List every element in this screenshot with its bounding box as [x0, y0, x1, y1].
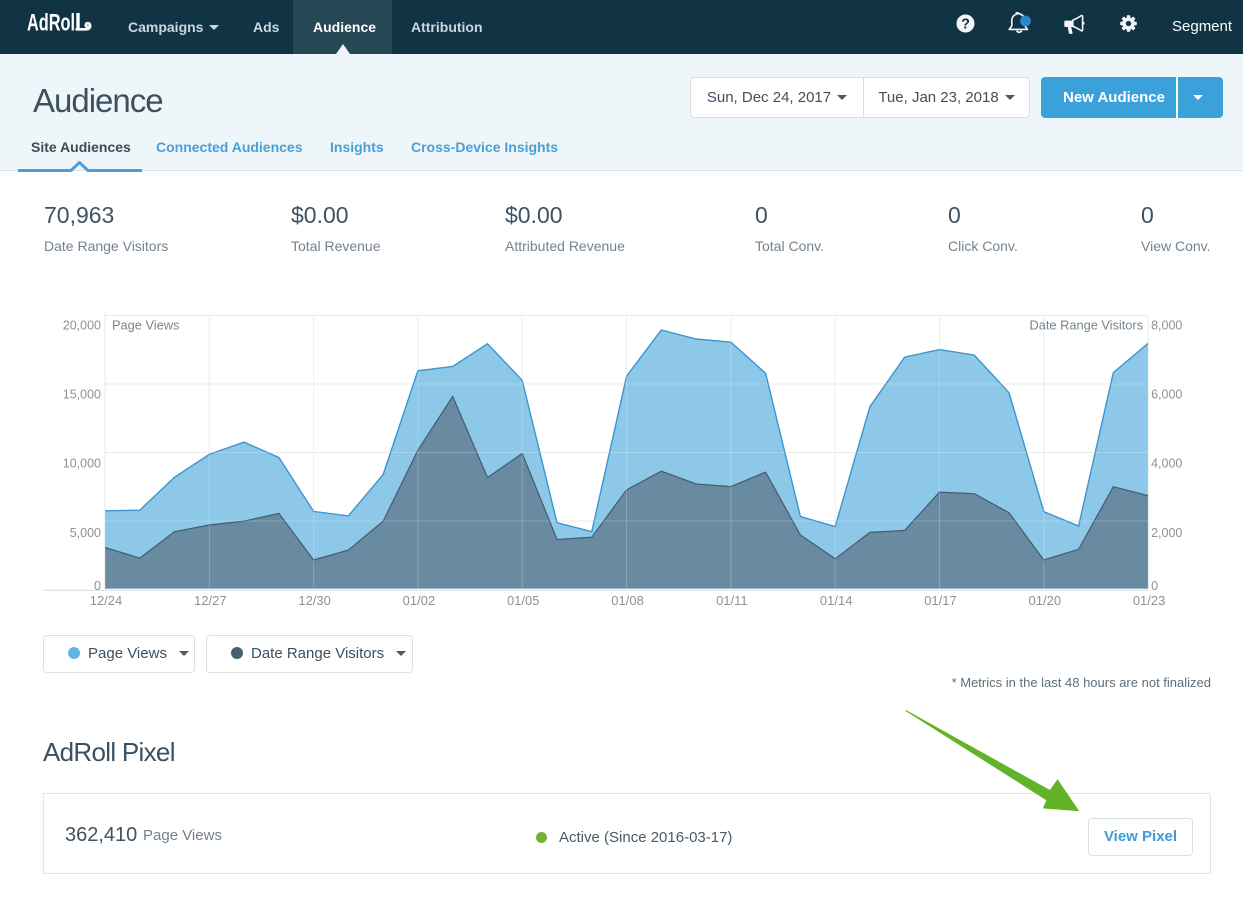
svg-text:01/11: 01/11	[716, 593, 748, 608]
svg-text:6,000: 6,000	[1151, 387, 1182, 401]
svg-text:2,000: 2,000	[1151, 526, 1182, 540]
svg-text:20,000: 20,000	[63, 318, 101, 332]
svg-text:15,000: 15,000	[63, 387, 101, 401]
svg-text:12/30: 12/30	[298, 593, 331, 608]
svg-text:12/27: 12/27	[194, 593, 227, 608]
svg-text:0: 0	[1151, 579, 1158, 593]
svg-text:5,000: 5,000	[70, 526, 101, 540]
svg-text:01/02: 01/02	[403, 593, 436, 608]
svg-text:01/14: 01/14	[820, 593, 853, 608]
svg-text:4,000: 4,000	[1151, 456, 1182, 470]
svg-text:01/23: 01/23	[1133, 593, 1166, 608]
svg-text:AdRol: AdRol	[27, 10, 75, 37]
svg-text:8,000: 8,000	[1151, 318, 1182, 332]
svg-text:01/20: 01/20	[1029, 593, 1062, 608]
svg-text:01/05: 01/05	[507, 593, 540, 608]
svg-text:Page Views: Page Views	[112, 318, 179, 333]
svg-text:Date Range Visitors: Date Range Visitors	[1030, 318, 1144, 333]
svg-text:10,000: 10,000	[63, 456, 101, 470]
svg-text:01/17: 01/17	[924, 593, 957, 608]
svg-text:0: 0	[94, 579, 101, 593]
svg-text:?: ?	[961, 17, 970, 33]
svg-text:12/24: 12/24	[90, 593, 123, 608]
svg-text:01/08: 01/08	[611, 593, 644, 608]
